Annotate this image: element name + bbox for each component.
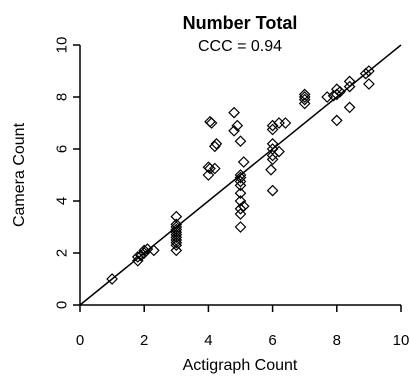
x-tick-label: 8 bbox=[333, 332, 341, 349]
x-tick-label: 6 bbox=[268, 332, 276, 349]
y-tick-label: 2 bbox=[54, 249, 71, 257]
data-point bbox=[266, 137, 279, 150]
data-point bbox=[343, 75, 356, 88]
y-axis-label: Camera Count bbox=[11, 122, 28, 227]
data-point bbox=[170, 210, 183, 223]
data-point bbox=[334, 85, 346, 98]
y-tick-label: 10 bbox=[54, 37, 71, 54]
data-point bbox=[359, 67, 372, 80]
data-point bbox=[208, 140, 221, 153]
data-point bbox=[170, 218, 183, 231]
data-point bbox=[202, 169, 215, 181]
y-tick-label: 0 bbox=[54, 301, 71, 309]
data-point bbox=[228, 106, 240, 119]
data-point bbox=[204, 115, 216, 128]
plot-area bbox=[79, 45, 401, 306]
data-point bbox=[279, 117, 292, 129]
y-axis-ticks: 0 2 4 6 8 10 bbox=[54, 37, 80, 309]
data-point bbox=[363, 78, 375, 90]
data-point bbox=[228, 124, 240, 137]
x-tick-label: 4 bbox=[204, 332, 212, 349]
data-point bbox=[265, 163, 277, 176]
data-point bbox=[266, 143, 279, 155]
data-point bbox=[205, 117, 218, 129]
x-tick-label: 2 bbox=[140, 332, 148, 349]
data-point bbox=[298, 88, 311, 101]
data-point bbox=[234, 195, 247, 207]
data-point bbox=[343, 101, 356, 114]
data-point bbox=[170, 244, 183, 257]
x-tick-label: 0 bbox=[76, 332, 84, 349]
y-tick-label: 4 bbox=[54, 197, 71, 205]
y-tick-label: 6 bbox=[54, 145, 71, 153]
data-points bbox=[106, 65, 375, 285]
data-point bbox=[204, 162, 216, 175]
x-axis-label: Actigraph Count bbox=[183, 357, 298, 374]
data-point bbox=[321, 91, 334, 103]
data-point bbox=[266, 153, 279, 166]
data-point bbox=[234, 202, 247, 215]
data-point bbox=[234, 221, 247, 233]
data-point bbox=[266, 123, 279, 136]
y-tick-label: 8 bbox=[54, 93, 71, 101]
data-point bbox=[234, 169, 247, 181]
data-point bbox=[138, 244, 151, 257]
data-point bbox=[147, 244, 160, 257]
chart-subtitle: CCC = 0.94 bbox=[198, 38, 282, 55]
data-point bbox=[266, 119, 279, 132]
x-tick-label: 10 bbox=[393, 332, 410, 349]
data-point bbox=[141, 243, 154, 255]
data-point bbox=[363, 65, 375, 77]
data-point bbox=[135, 249, 147, 262]
data-point bbox=[330, 114, 343, 127]
data-point bbox=[234, 135, 247, 148]
data-point bbox=[266, 184, 279, 197]
data-point bbox=[234, 208, 247, 220]
data-point bbox=[237, 156, 250, 168]
data-point bbox=[343, 80, 356, 93]
data-point bbox=[106, 273, 118, 285]
data-point bbox=[231, 119, 244, 132]
data-point bbox=[273, 145, 285, 158]
data-point bbox=[330, 88, 343, 101]
x-axis-ticks: 0 2 4 6 8 10 bbox=[76, 305, 410, 349]
data-point bbox=[210, 137, 223, 150]
data-point bbox=[208, 162, 221, 175]
data-point bbox=[234, 187, 247, 200]
chart-title: Number Total bbox=[183, 13, 298, 33]
data-point bbox=[237, 200, 250, 213]
